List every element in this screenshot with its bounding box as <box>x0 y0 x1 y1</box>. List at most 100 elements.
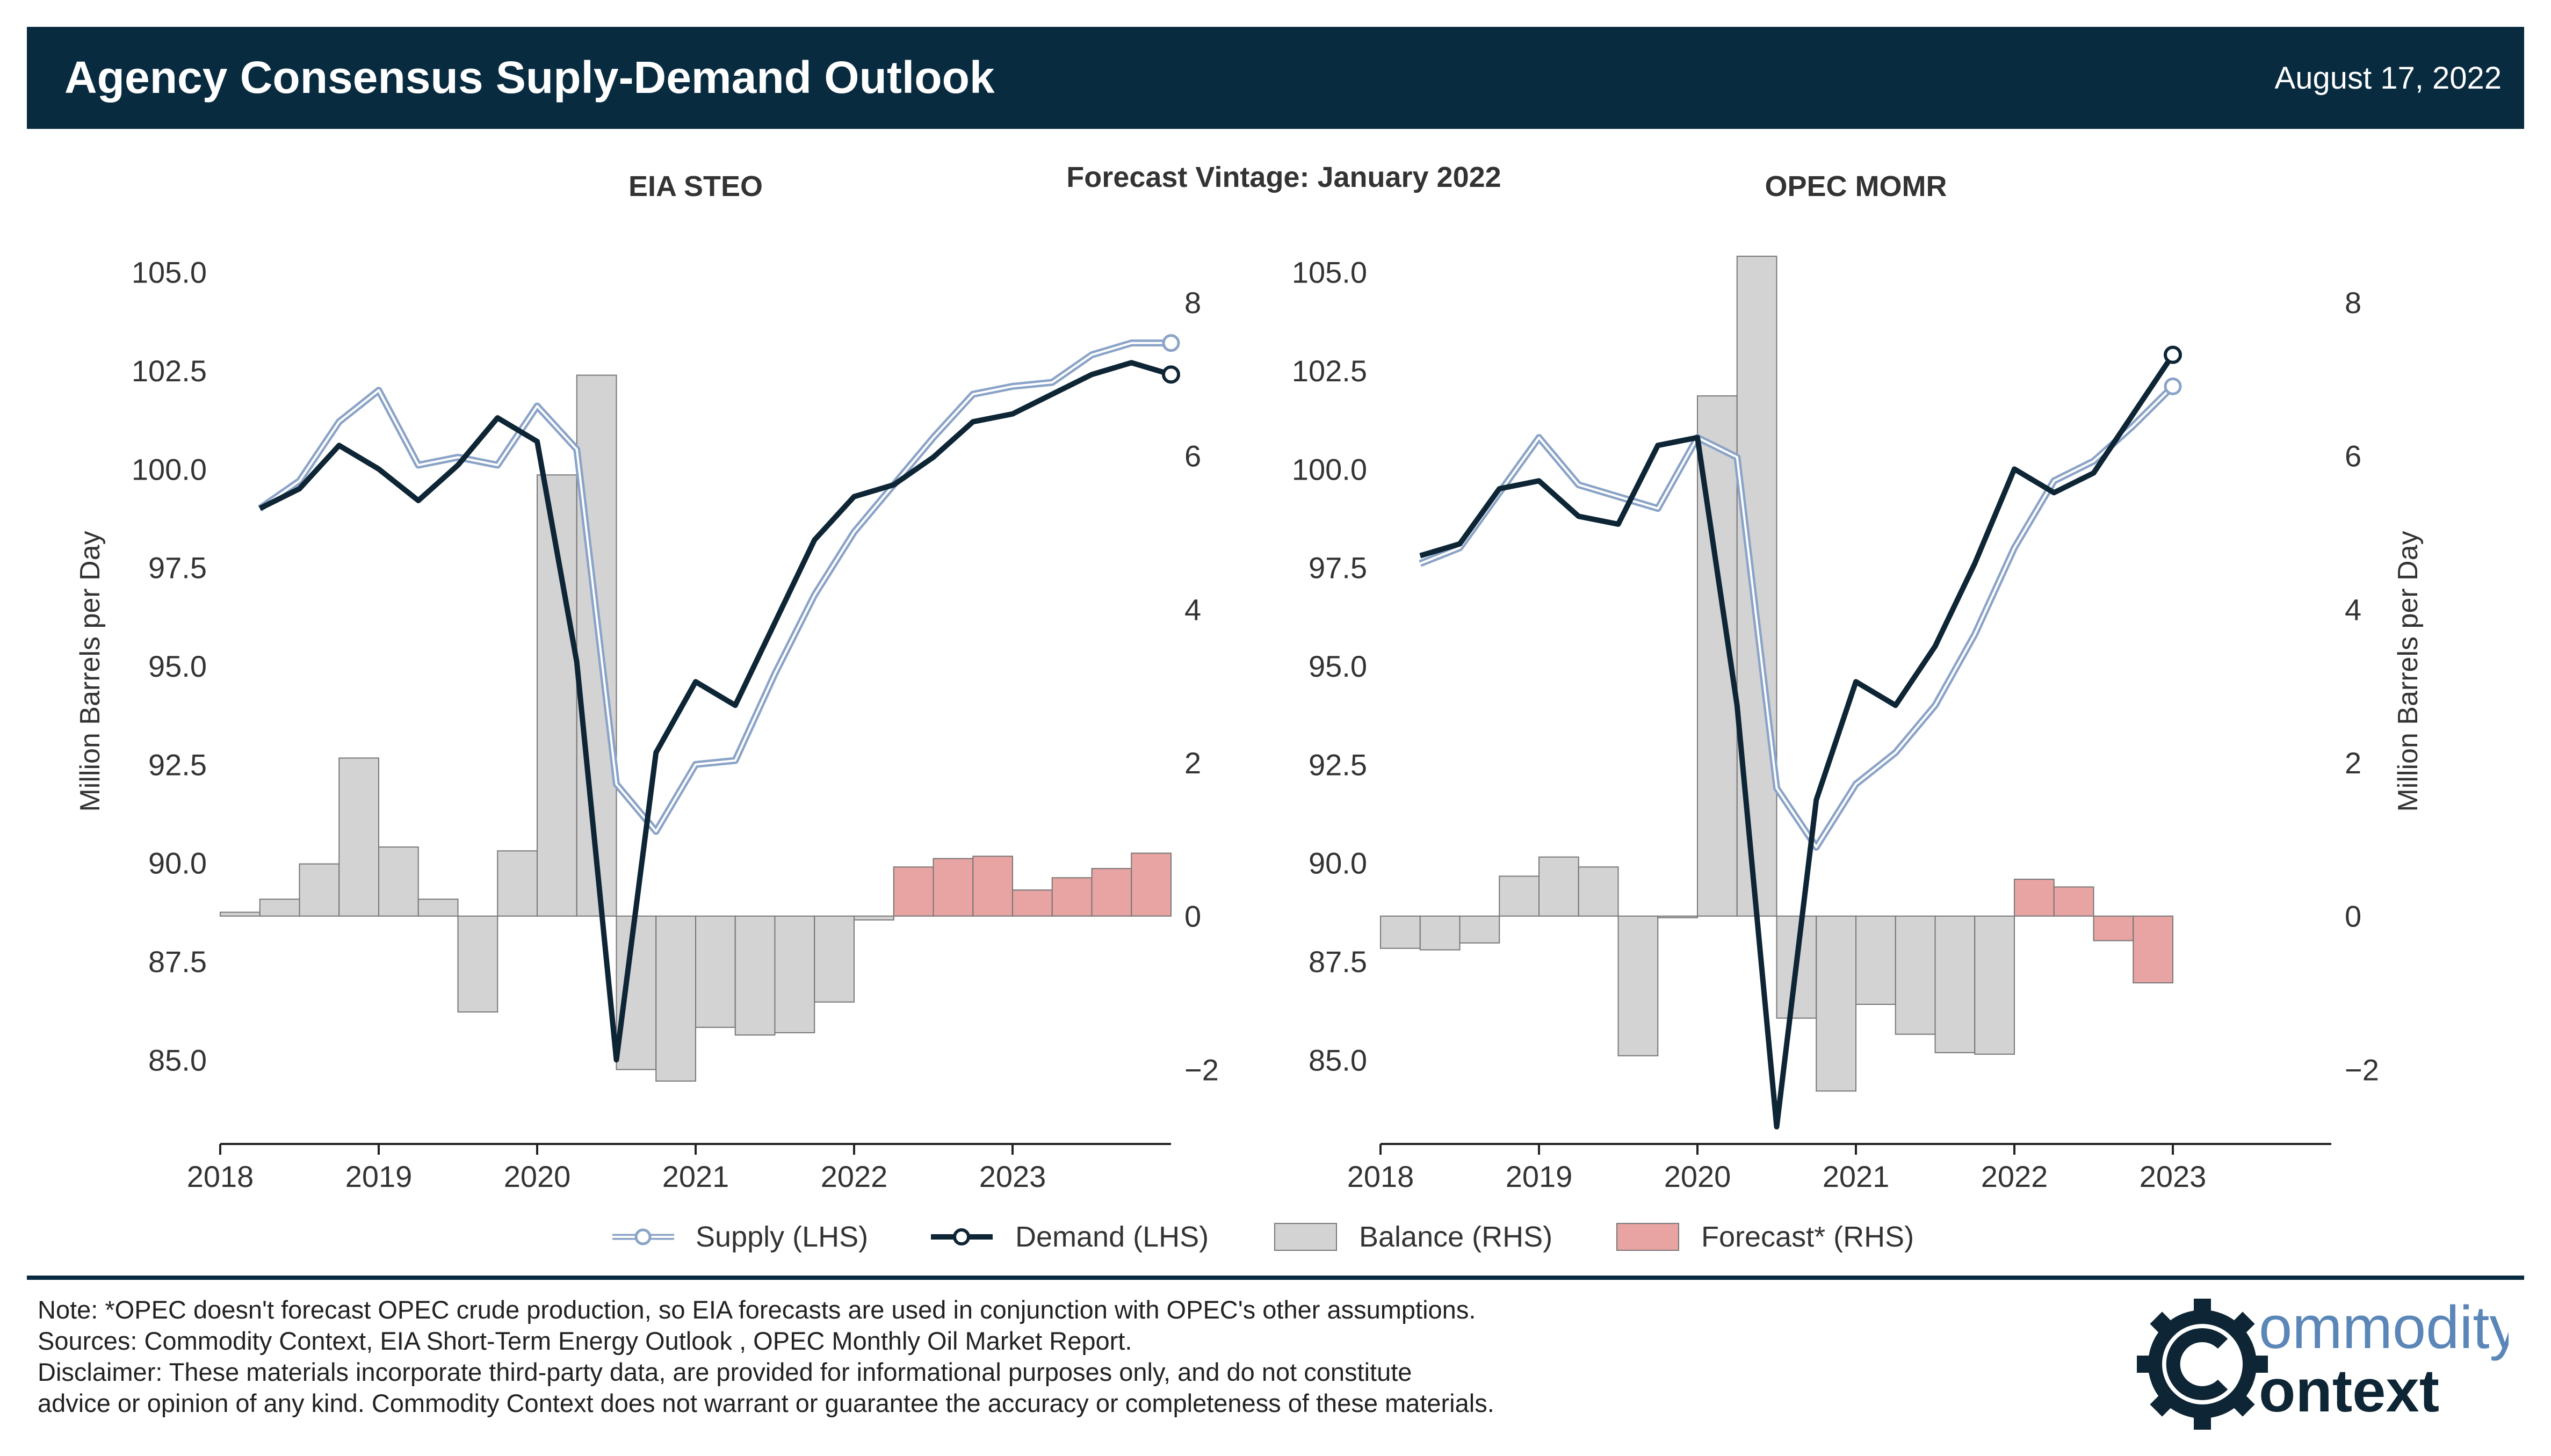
balance-bar <box>854 915 894 921</box>
balance-bar <box>774 915 815 1033</box>
y2-tick-label: 4 <box>1184 592 1201 626</box>
y2-tick-label: 8 <box>1184 286 1201 320</box>
y2-tick-label: 0 <box>2345 900 2361 933</box>
supply-line <box>258 339 1171 835</box>
logo-line-1: ommodity <box>2259 1294 2509 1361</box>
x-tick-label: 2022 <box>821 1160 888 1193</box>
x-tick-label: 2020 <box>1664 1160 1731 1193</box>
balance-bar <box>497 850 538 917</box>
y-tick-label: 102.5 <box>1292 354 1367 388</box>
page-title: Agency Consensus Suply-Demand Outlook <box>64 52 995 103</box>
chart-panel-1: EIA STEO 2018 2019 2020 2021 2022 2023 85.0 87.5… <box>75 170 1219 1193</box>
forecast-bar <box>1131 852 1172 917</box>
supply-line <box>1419 383 2176 851</box>
forecast-bar <box>1012 889 1053 917</box>
y-tick-label: 85.0 <box>1309 1043 1367 1077</box>
demand-line <box>258 360 1172 1063</box>
x-tick-label: 2022 <box>1981 1160 2048 1193</box>
chart-legend: Supply (LHS) Demand (LHS) Balance (RHS) … <box>612 1221 1914 1253</box>
y-tick-label: 87.5 <box>1309 945 1367 979</box>
footer-disclaimer-line-2: advice or opinion of any kind. Commodity… <box>38 1389 1494 1417</box>
forecast-bar <box>2014 879 2055 917</box>
logo-line-2: ontext <box>2259 1357 2439 1424</box>
demand-line <box>1419 353 2176 1129</box>
balance-bar <box>1578 866 1619 917</box>
balance-bar <box>378 846 419 917</box>
balance-bar <box>1895 915 1936 1035</box>
balance-bar <box>814 915 855 1003</box>
y-tick-label: 90.0 <box>148 846 207 880</box>
legend-demand-label: Demand (LHS) <box>1015 1221 1209 1253</box>
chart-figure: Forecast Vintage: January 2022 EIA STEO 2… <box>75 161 2424 1253</box>
y2-tick-label: 8 <box>2345 286 2361 320</box>
supply-end-marker <box>1162 334 1180 352</box>
y2-tick-label: 2 <box>2345 746 2361 780</box>
legend-forecast-swatch <box>1616 1223 1679 1251</box>
legend-forecast-label: Forecast* (RHS) <box>1701 1221 1914 1253</box>
y-tick-label: 95.0 <box>1309 649 1367 683</box>
y-tick-label: 105.0 <box>132 256 207 289</box>
footer-sources: Sources: Commodity Context, EIA Short-Te… <box>38 1327 1132 1355</box>
y-tick-label: 92.5 <box>1309 748 1367 781</box>
y2-tick-label: 2 <box>1184 746 1201 780</box>
legend-balance-label: Balance (RHS) <box>1359 1221 1552 1253</box>
demand-end-marker <box>1162 365 1180 384</box>
y-tick-label: 97.5 <box>148 551 207 585</box>
footer-notes: Note: *OPEC doesn't forecast OPEC crude … <box>38 1294 1494 1419</box>
x-tick-label: 2021 <box>662 1160 729 1193</box>
chart-title: OPEC MOMR <box>1765 170 1947 202</box>
y-tick-label: 92.5 <box>148 748 207 781</box>
x-tick-label: 2023 <box>979 1160 1046 1193</box>
y-axis-label: Million Barrels per Day <box>75 531 106 812</box>
x-tick-label: 2018 <box>1347 1160 1414 1193</box>
forecast-bar <box>2093 915 2134 941</box>
legend-balance-swatch <box>1274 1223 1337 1251</box>
y2-axis-label: Million Barrels per Day <box>2393 531 2424 812</box>
report-date: August 17, 2022 <box>2274 61 2502 96</box>
forecast-bar <box>893 866 934 917</box>
balance-bar <box>1499 875 1540 917</box>
forecast-vintage-subtitle: Forecast Vintage: January 2022 <box>1066 161 1501 193</box>
forecast-bar <box>972 856 1013 917</box>
balance-bar <box>1419 915 1461 951</box>
balance-bar <box>1538 856 1579 917</box>
y2-tick-label: 6 <box>2345 439 2361 473</box>
balance-bar <box>655 915 696 1082</box>
y-tick-label: 85.0 <box>148 1043 207 1077</box>
y2-tick-label: −2 <box>1184 1053 1219 1086</box>
footer-disclaimer-line-1: Disclaimer: These materials incorporate … <box>38 1358 1412 1386</box>
legend-supply-label: Supply (LHS) <box>696 1221 868 1253</box>
balance-bar <box>1657 915 1698 918</box>
x-tick-label: 2018 <box>187 1160 254 1193</box>
y2-tick-label: 4 <box>2345 592 2361 626</box>
balance-bar <box>1816 915 1856 1092</box>
balance-bar <box>259 899 300 917</box>
forecast-bar <box>1051 877 1093 917</box>
supply-line-inner <box>1420 385 2174 849</box>
y-tick-label: 100.0 <box>132 452 207 486</box>
balance-bar <box>299 863 340 917</box>
x-tick-label: 2023 <box>2140 1160 2207 1193</box>
y-tick-label: 87.5 <box>148 945 207 979</box>
legend-demand-marker <box>953 1228 970 1245</box>
supply-end-marker <box>2164 377 2182 395</box>
chart-title: EIA STEO <box>628 170 763 202</box>
balance-bar <box>1459 915 1500 944</box>
y2-tick-label: 0 <box>1184 900 1201 933</box>
legend-supply-marker <box>634 1228 652 1245</box>
x-tick-label: 2020 <box>504 1160 571 1193</box>
y-tick-label: 97.5 <box>1309 551 1367 585</box>
supply-line-inner <box>259 342 1171 832</box>
forecast-bar <box>933 858 974 917</box>
balance-bar <box>1617 915 1659 1056</box>
balance-bar <box>338 757 379 917</box>
balance-bar <box>1934 915 1976 1053</box>
footer-note: Note: *OPEC doesn't forecast OPEC crude … <box>38 1295 1476 1324</box>
y-tick-label: 100.0 <box>1292 452 1367 486</box>
y2-tick-label: −2 <box>2345 1053 2379 1086</box>
balance-bar <box>1974 915 2015 1055</box>
header-bar: Agency Consensus Suply-Demand Outlook Au… <box>27 27 2524 129</box>
balance-bar <box>1736 256 1777 917</box>
y2-tick-label: 6 <box>1184 439 1201 473</box>
y-tick-label: 90.0 <box>1309 846 1367 880</box>
